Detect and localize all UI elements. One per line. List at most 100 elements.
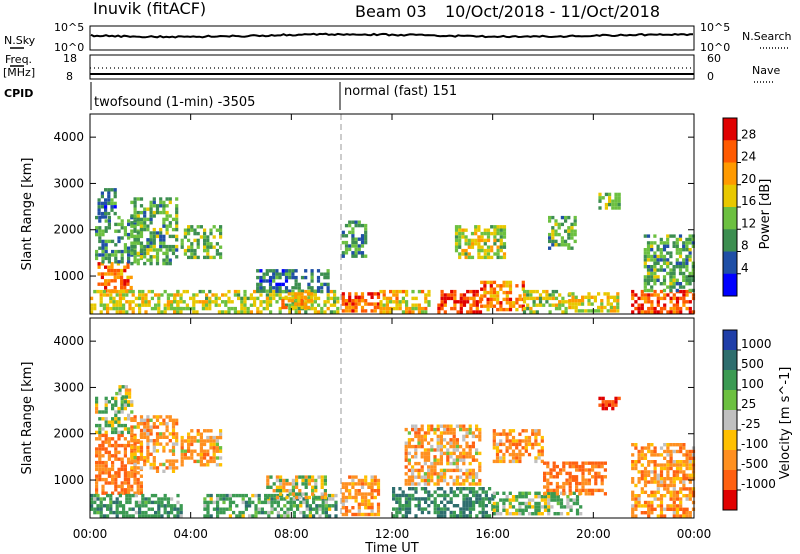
vel-cell	[555, 488, 559, 493]
vel-cell	[136, 425, 140, 429]
vel-cell	[196, 432, 200, 436]
power-cell	[152, 214, 156, 218]
power-cell	[614, 206, 618, 210]
power-cell	[285, 303, 289, 307]
power-cell	[219, 231, 223, 236]
vel-cell	[614, 396, 618, 401]
vel-cell	[423, 451, 427, 456]
vel-cell	[334, 493, 338, 498]
power-cell	[558, 300, 562, 304]
vel-cell	[127, 417, 131, 421]
vel-cell	[550, 505, 554, 509]
power-cell	[650, 288, 654, 293]
vel-cell	[446, 500, 450, 504]
vel-cell	[459, 458, 463, 462]
power-cell	[278, 293, 282, 297]
power-cell	[179, 306, 183, 311]
power-cell	[272, 296, 276, 301]
power-cell	[127, 256, 131, 261]
power-cell	[95, 253, 99, 257]
vel-cell	[275, 495, 279, 500]
vel-cell	[640, 473, 644, 477]
power-colorbar-swatch	[723, 140, 737, 163]
vel-cell	[546, 478, 550, 482]
power-cell	[611, 202, 615, 207]
power-cell	[97, 262, 101, 266]
vel-cell	[176, 500, 180, 505]
vel-cell	[168, 432, 172, 436]
power-cell	[288, 272, 292, 276]
vel-cell	[459, 468, 463, 473]
vel-cell	[196, 452, 200, 457]
vel-cell	[527, 452, 532, 457]
power-cell	[165, 214, 169, 218]
power-cell	[653, 261, 657, 265]
vel-cell	[492, 429, 496, 433]
power-cell	[291, 275, 295, 280]
vel-cell	[643, 466, 648, 471]
power-cell	[685, 306, 689, 311]
power-cell	[323, 272, 327, 276]
power-cell	[187, 245, 191, 249]
vel-cell	[647, 494, 651, 498]
power-cell	[175, 234, 179, 239]
vel-cell	[183, 439, 187, 443]
power-cell	[573, 219, 577, 223]
vel-cell	[581, 475, 585, 479]
vel-cell	[392, 490, 396, 494]
vel-cell	[527, 498, 532, 502]
power-cell	[475, 293, 479, 297]
power-cell	[682, 289, 686, 294]
vel-cell	[117, 430, 121, 435]
vel-cell	[508, 459, 512, 464]
vel-cell	[146, 428, 150, 433]
power-cell	[691, 275, 695, 279]
vel-cell	[427, 475, 431, 479]
power-cell	[120, 236, 124, 240]
vel-cell	[456, 514, 460, 518]
power-cell	[666, 271, 670, 276]
vel-cell	[351, 475, 355, 479]
vel-cell	[101, 467, 105, 472]
power-cell	[152, 227, 156, 232]
vel-cell	[190, 442, 194, 447]
vel-cell	[433, 482, 437, 486]
vel-cell	[459, 490, 463, 494]
power-cell	[461, 252, 465, 256]
power-cell	[545, 289, 549, 294]
vel-cell	[537, 429, 541, 433]
vel-cell	[98, 427, 102, 431]
power-cell	[659, 258, 663, 262]
power-cell	[333, 293, 337, 297]
vel-cell	[478, 493, 482, 498]
power-cell	[411, 289, 415, 294]
power-cell	[675, 288, 679, 293]
power-cell	[323, 310, 327, 314]
vel-cell	[254, 507, 258, 511]
power-cell	[262, 286, 266, 290]
power-cell	[360, 299, 365, 303]
power-cell	[100, 262, 104, 266]
power-cell	[653, 241, 657, 245]
power-cell	[486, 301, 490, 305]
power-cell	[152, 231, 156, 235]
power-cell	[206, 235, 210, 239]
power-cell	[326, 286, 330, 290]
vel-cell	[115, 507, 119, 511]
vel-cell	[404, 441, 408, 445]
vel-cell	[575, 475, 579, 479]
power-cell	[333, 289, 337, 294]
vel-cell	[317, 495, 321, 500]
vel-cell	[114, 396, 118, 401]
vel-cell	[187, 432, 191, 436]
power-cell	[581, 302, 585, 306]
vel-cell	[146, 459, 150, 463]
y-tick-label: 4000	[53, 130, 84, 144]
power-cell	[650, 310, 654, 314]
vel-cell	[524, 439, 528, 443]
power-cell	[99, 296, 103, 301]
power-cell	[662, 282, 667, 286]
power-cell	[336, 296, 340, 301]
vel-cell	[569, 498, 573, 502]
power-cell	[675, 258, 679, 262]
